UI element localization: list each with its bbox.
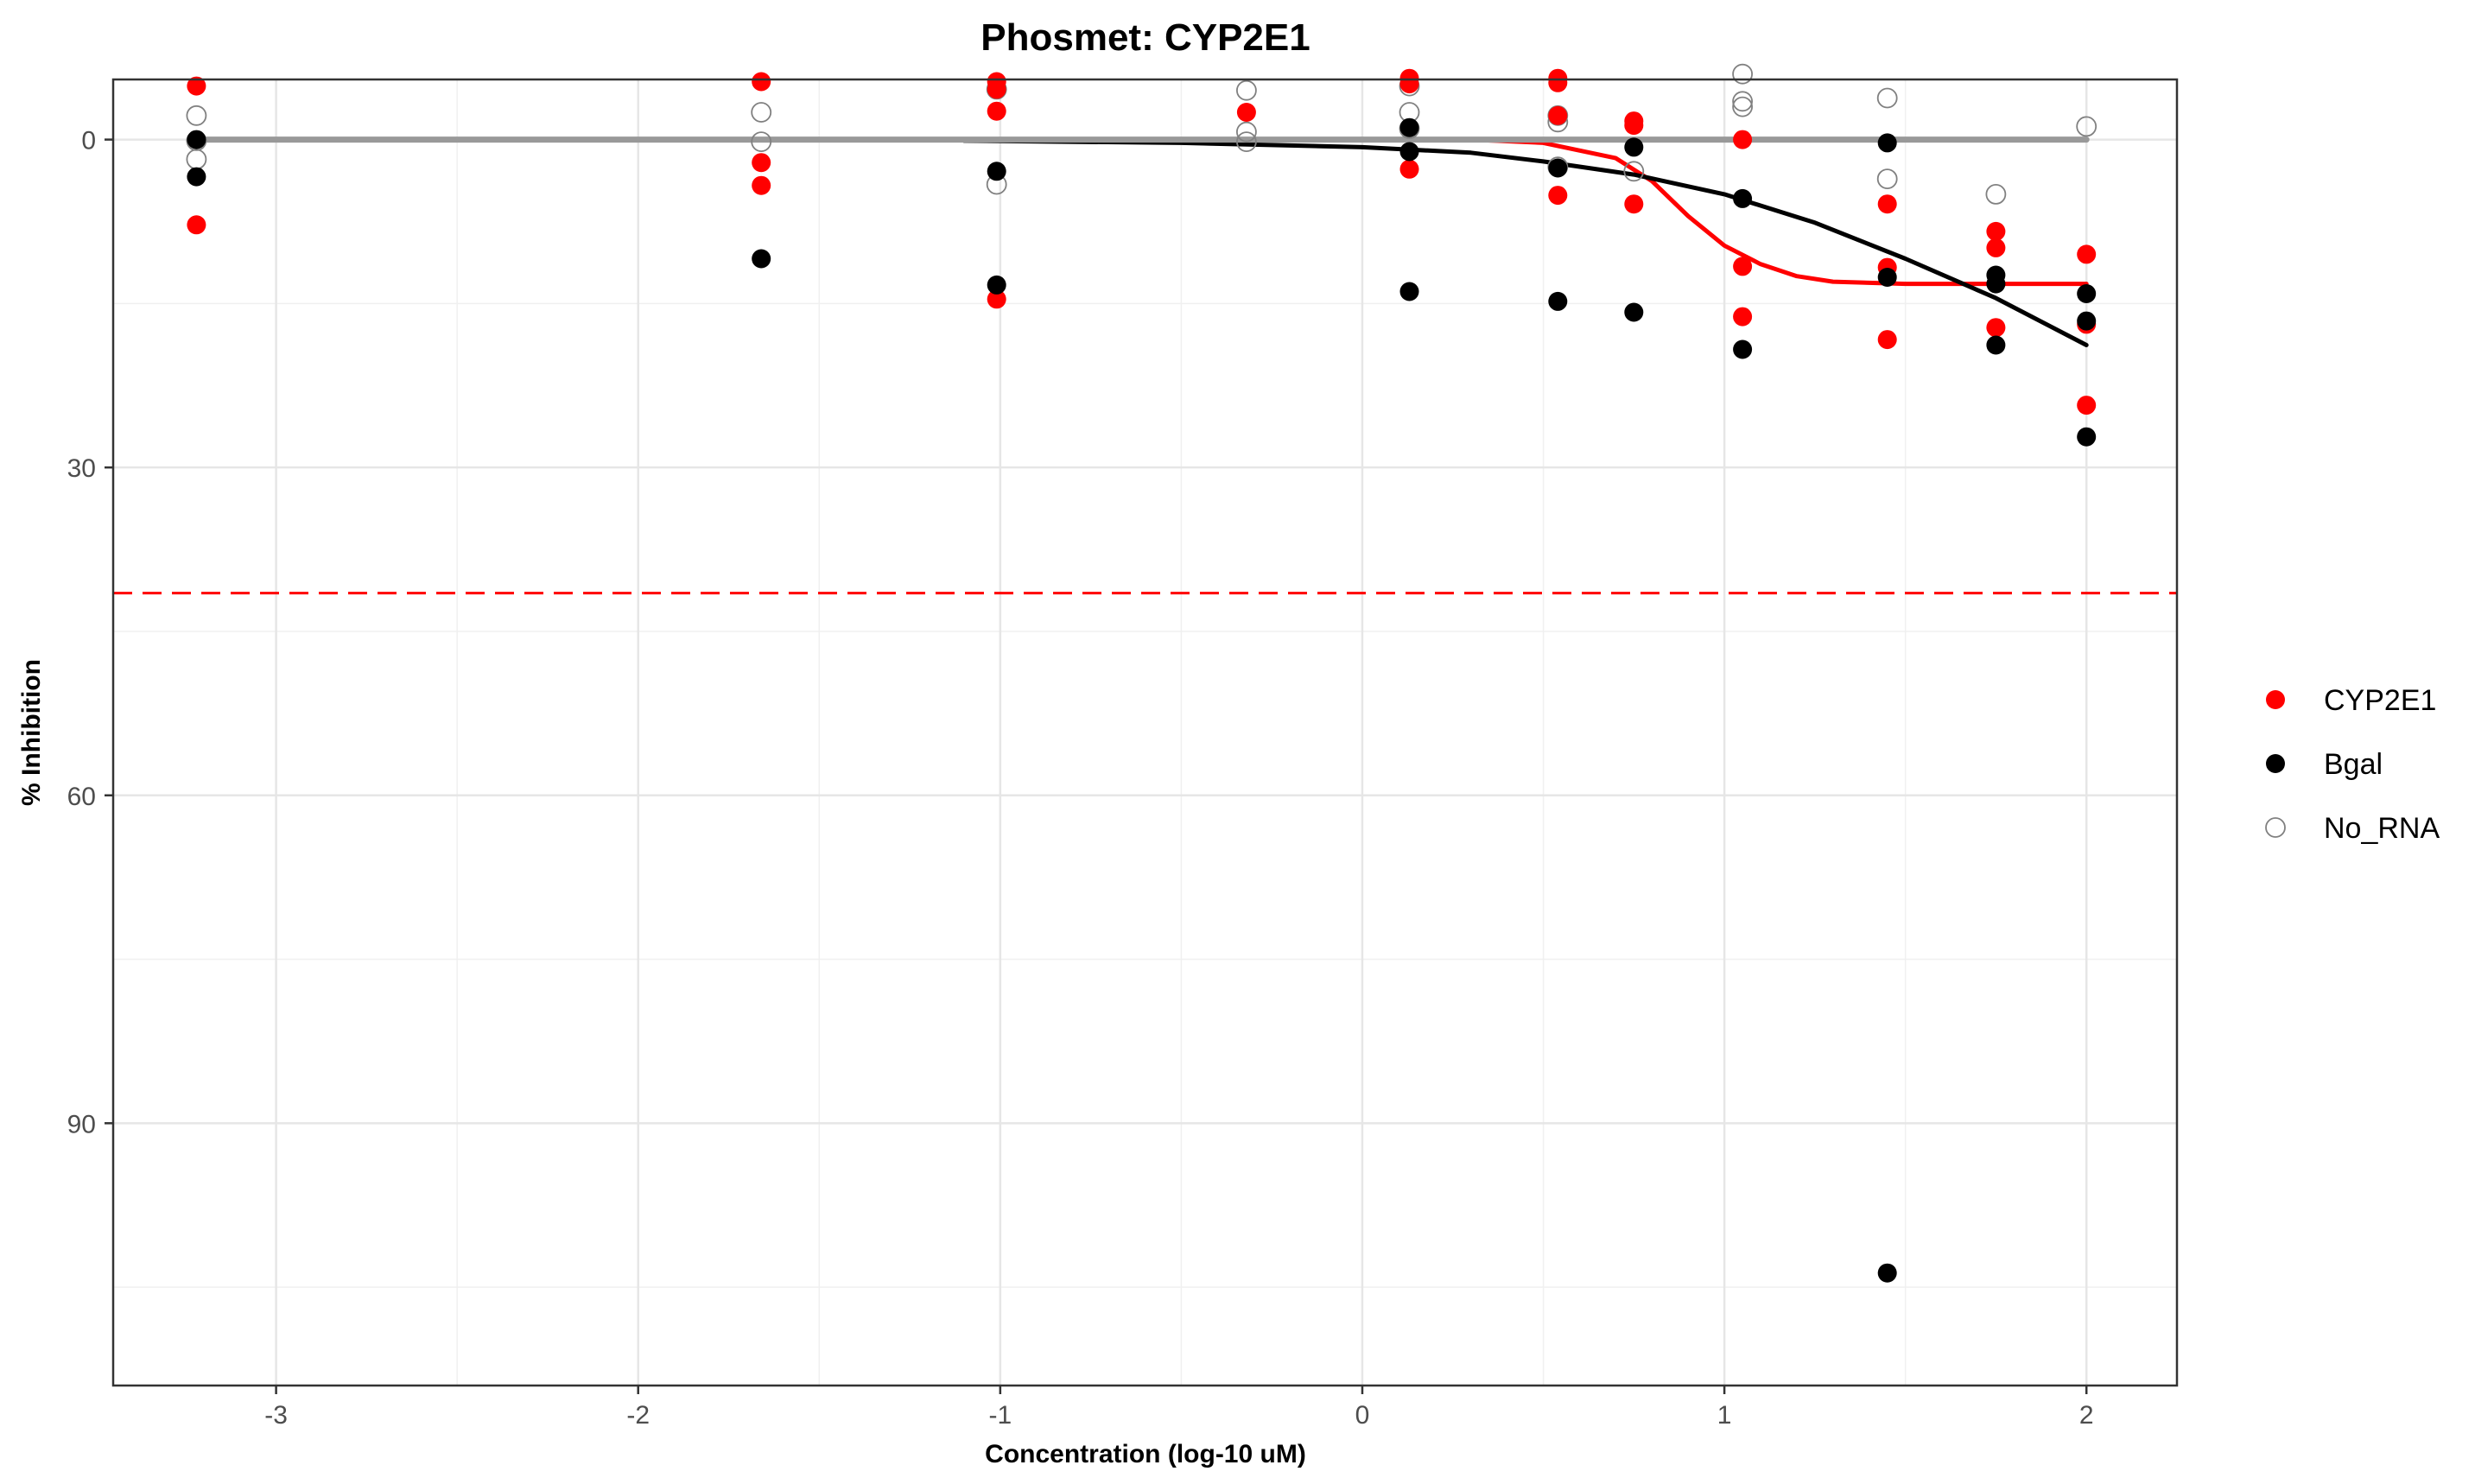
point-cyp2e1	[1877, 194, 1897, 214]
point-bgal	[1877, 268, 1897, 287]
point-bgal	[1986, 274, 2006, 294]
y-tick-label: 30	[67, 454, 96, 483]
point-cyp2e1	[1986, 318, 2006, 338]
legend-label-no-rna: No_RNA	[2324, 812, 2440, 845]
point-no-rna	[1236, 79, 1257, 101]
y-axis-title: % Inhibition	[17, 659, 46, 806]
x-axis-ticks: -3 -2 -1 0 1 2	[264, 1386, 2094, 1430]
point-cyp2e1	[187, 215, 206, 235]
point-no-rna	[1876, 168, 1898, 190]
point-bgal	[752, 249, 771, 269]
x-tick-label: -1	[989, 1401, 1012, 1430]
point-bgal	[1399, 282, 1419, 301]
point-no-rna	[751, 131, 772, 153]
y-tick-label: 0	[81, 127, 96, 155]
point-bgal	[1548, 158, 1568, 178]
point-cyp2e1	[752, 72, 771, 92]
point-cyp2e1	[987, 289, 1006, 309]
point-bgal	[1548, 291, 1568, 311]
point-bgal	[1399, 117, 1419, 137]
point-cyp2e1	[1986, 221, 2006, 241]
point-cyp2e1	[1733, 307, 1753, 327]
chart-title: Phosmet: CYP2E1	[980, 16, 1310, 59]
point-no-rna	[1876, 87, 1898, 109]
y-tick-label: 90	[67, 1110, 96, 1138]
point-cyp2e1	[1986, 238, 2006, 257]
data-points	[186, 63, 2097, 1283]
legend-label-bgal: Bgal	[2324, 748, 2383, 781]
point-bgal	[1399, 142, 1419, 162]
y-tick-label: 60	[67, 783, 96, 811]
point-bgal	[1986, 335, 2006, 355]
point-bgal	[1624, 302, 1644, 322]
point-no-rna	[1623, 161, 1645, 182]
point-cyp2e1	[2077, 244, 2097, 264]
point-no-rna	[1732, 63, 1753, 85]
point-cyp2e1	[752, 175, 771, 195]
legend-key-bgal	[2266, 754, 2285, 773]
point-no-rna	[1985, 183, 2007, 205]
point-cyp2e1	[987, 79, 1006, 99]
point-bgal	[987, 275, 1006, 295]
x-tick-label: -2	[626, 1401, 650, 1430]
point-bgal	[2077, 427, 2097, 447]
point-bgal	[1733, 188, 1753, 208]
point-cyp2e1	[1877, 330, 1897, 350]
point-cyp2e1	[1548, 105, 1568, 125]
plot-panel-border	[111, 78, 2179, 1387]
point-cyp2e1	[1624, 194, 1644, 214]
point-cyp2e1	[1733, 130, 1753, 149]
x-axis-title: Concentration (log-10 uM)	[985, 1440, 1306, 1468]
legend-key-cyp2e1	[2266, 690, 2285, 709]
point-cyp2e1	[1548, 186, 1568, 206]
x-tick-label: 0	[1355, 1401, 1370, 1430]
point-no-rna	[1236, 121, 1257, 143]
point-bgal	[1877, 1263, 1897, 1283]
legend-key-no-rna	[2265, 817, 2286, 838]
point-cyp2e1	[752, 153, 771, 173]
point-bgal	[987, 162, 1006, 181]
point-bgal	[2077, 311, 2097, 331]
y-axis-ticks: 0 30 60 90	[67, 127, 113, 1138]
point-cyp2e1	[1548, 73, 1568, 92]
point-bgal	[187, 167, 206, 187]
point-no-rna	[1732, 91, 1753, 112]
fit-curve-bgal	[961, 138, 2089, 347]
point-cyp2e1	[1733, 257, 1753, 276]
point-cyp2e1	[1236, 103, 1256, 122]
point-cyp2e1	[1399, 159, 1419, 179]
point-no-rna	[2076, 116, 2097, 137]
x-tick-label: -3	[264, 1401, 288, 1430]
point-bgal	[1877, 133, 1897, 153]
point-cyp2e1	[1399, 74, 1419, 94]
point-bgal	[2077, 284, 2097, 303]
point-no-rna	[751, 102, 772, 123]
point-bgal	[1624, 137, 1644, 157]
point-cyp2e1	[1624, 116, 1644, 136]
point-cyp2e1	[2077, 396, 2097, 415]
legend: CYP2E1 Bgal No_RNA	[2265, 684, 2440, 845]
legend-label-cyp2e1: CYP2E1	[2324, 684, 2436, 717]
point-cyp2e1	[987, 101, 1006, 121]
fit-curves	[193, 136, 2090, 347]
point-no-rna	[186, 105, 207, 126]
point-no-rna	[1732, 96, 1753, 117]
point-bgal	[1733, 339, 1753, 359]
point-no-rna	[1236, 131, 1257, 153]
point-cyp2e1	[187, 76, 206, 96]
x-tick-label: 2	[2079, 1401, 2094, 1430]
x-tick-label: 1	[1717, 1401, 1732, 1430]
point-bgal	[187, 130, 206, 149]
